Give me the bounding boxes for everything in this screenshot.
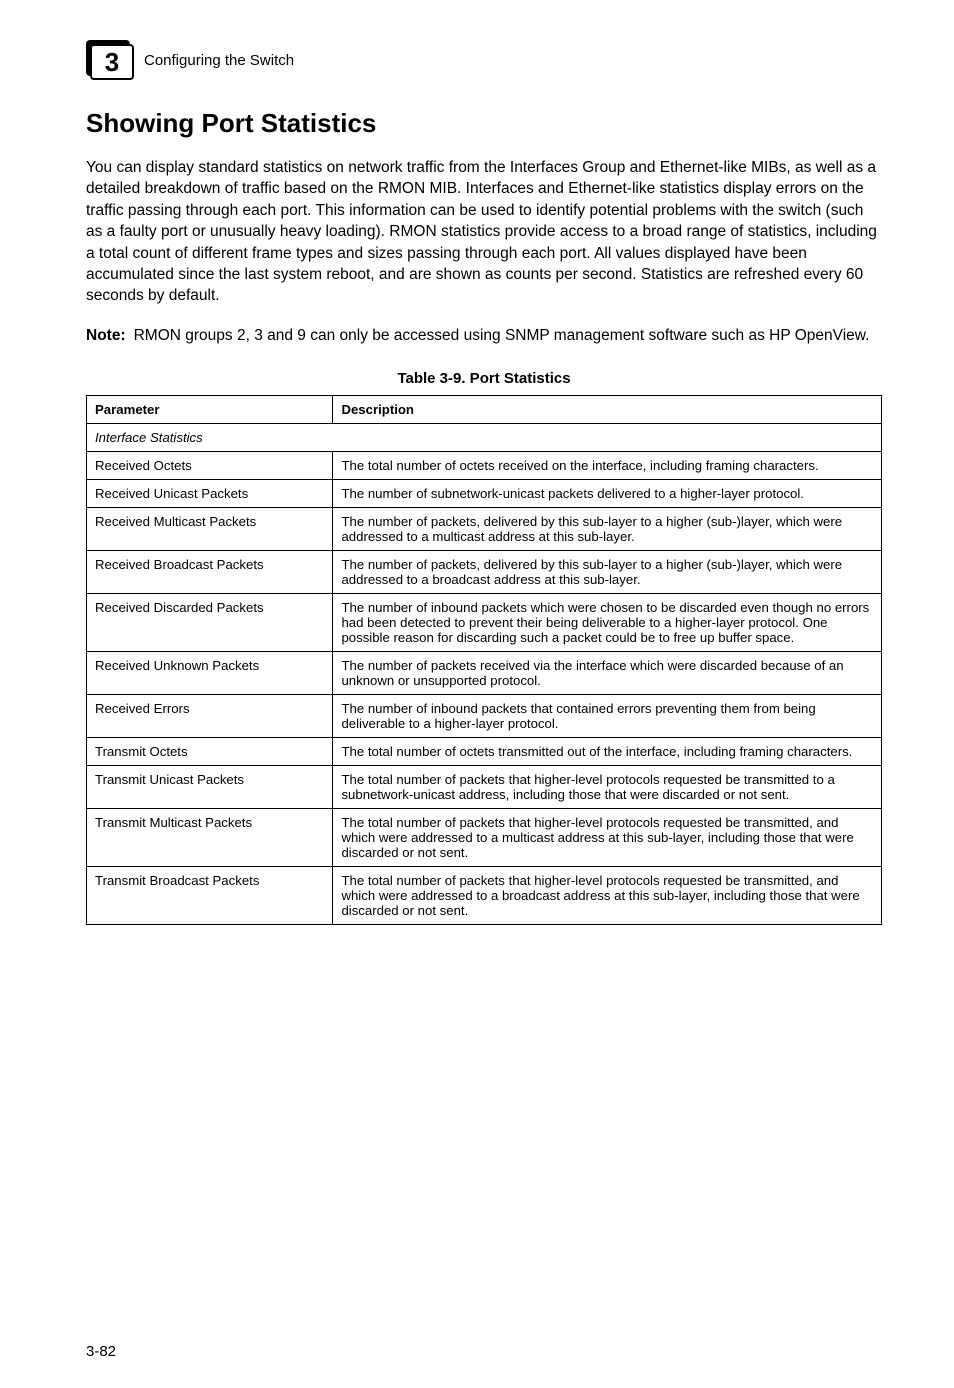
section-label-cell: Interface Statistics (87, 424, 882, 452)
chapter-badge: 3 (86, 40, 134, 80)
table-row: Received Octets The total number of octe… (87, 452, 882, 480)
desc-cell: The number of packets, delivered by this… (333, 551, 882, 594)
table-row: Transmit Octets The total number of octe… (87, 738, 882, 766)
table-row: Received Broadcast Packets The number of… (87, 551, 882, 594)
port-statistics-table: Parameter Description Interface Statisti… (86, 395, 882, 925)
param-cell: Received Unknown Packets (87, 652, 333, 695)
desc-cell: The number of inbound packets which were… (333, 594, 882, 652)
table-section-row: Interface Statistics (87, 424, 882, 452)
param-cell: Received Broadcast Packets (87, 551, 333, 594)
col-header-description: Description (333, 396, 882, 424)
param-cell: Received Unicast Packets (87, 480, 333, 508)
running-header: 3 Configuring the Switch (86, 40, 882, 80)
table-caption: Table 3-9. Port Statistics (86, 370, 882, 387)
table-row: Received Unknown Packets The number of p… (87, 652, 882, 695)
desc-cell: The total number of packets that higher-… (333, 809, 882, 867)
desc-cell: The total number of octets transmitted o… (333, 738, 882, 766)
table-header-row: Parameter Description (87, 396, 882, 424)
col-header-parameter: Parameter (87, 396, 333, 424)
table-row: Received Multicast Packets The number of… (87, 508, 882, 551)
desc-cell: The total number of octets received on t… (333, 452, 882, 480)
table-row: Transmit Unicast Packets The total numbe… (87, 766, 882, 809)
table-row: Transmit Broadcast Packets The total num… (87, 867, 882, 925)
table-row: Received Errors The number of inbound pa… (87, 695, 882, 738)
note-label: Note: (86, 325, 126, 346)
param-cell: Received Multicast Packets (87, 508, 333, 551)
page: 3 Configuring the Switch Showing Port St… (0, 0, 954, 1388)
desc-cell: The number of packets, delivered by this… (333, 508, 882, 551)
param-cell: Transmit Unicast Packets (87, 766, 333, 809)
note-block: Note: RMON groups 2, 3 and 9 can only be… (86, 325, 882, 346)
desc-cell: The number of packets received via the i… (333, 652, 882, 695)
param-cell: Received Discarded Packets (87, 594, 333, 652)
param-cell: Transmit Octets (87, 738, 333, 766)
page-title: Showing Port Statistics (86, 108, 882, 139)
desc-cell: The number of subnetwork-unicast packets… (333, 480, 882, 508)
chapter-number: 3 (90, 44, 134, 80)
table-row: Received Discarded Packets The number of… (87, 594, 882, 652)
page-number: 3-82 (86, 1343, 116, 1360)
intro-paragraph: You can display standard statistics on n… (86, 157, 882, 307)
param-cell: Transmit Multicast Packets (87, 809, 333, 867)
param-cell: Received Errors (87, 695, 333, 738)
desc-cell: The number of inbound packets that conta… (333, 695, 882, 738)
param-cell: Transmit Broadcast Packets (87, 867, 333, 925)
note-text: RMON groups 2, 3 and 9 can only be acces… (134, 325, 870, 346)
param-cell: Received Octets (87, 452, 333, 480)
section-label: Configuring the Switch (144, 52, 294, 69)
desc-cell: The total number of packets that higher-… (333, 766, 882, 809)
desc-cell: The total number of packets that higher-… (333, 867, 882, 925)
table-row: Transmit Multicast Packets The total num… (87, 809, 882, 867)
table-row: Received Unicast Packets The number of s… (87, 480, 882, 508)
